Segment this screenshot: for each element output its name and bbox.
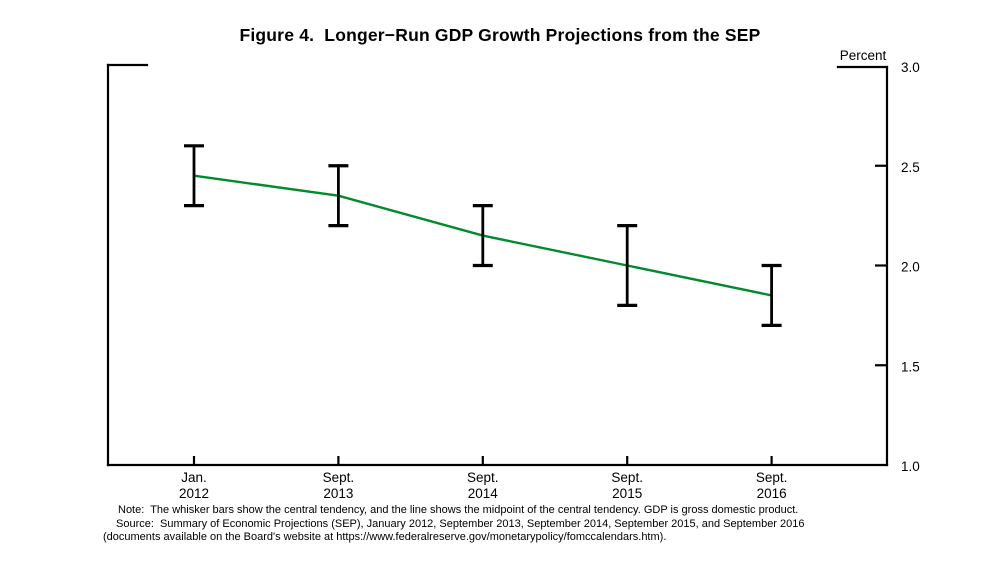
- y-axis-unit-label: Percent: [839, 48, 887, 63]
- y-tick-label: 2.5: [901, 160, 920, 175]
- y-tick-label: 1.0: [901, 459, 920, 474]
- x-tick-label-month: Jan.: [181, 470, 207, 485]
- note-text: Note: The whisker bars show the central …: [118, 504, 799, 516]
- x-tick-label-month: Sept.: [323, 470, 355, 485]
- x-tick-label-month: Sept.: [756, 470, 788, 485]
- x-axis-ticks: Jan.2012Sept.2013Sept.2014Sept.2015Sept.…: [179, 456, 787, 501]
- source-text-continued: (documents available on the Board's webs…: [103, 531, 667, 543]
- x-tick-label-month: Sept.: [467, 470, 499, 485]
- y-tick-label: 3.0: [901, 60, 920, 75]
- x-tick-label-month: Sept.: [611, 470, 643, 485]
- x-tick-label-year: 2014: [468, 486, 499, 501]
- source-text: Source: Summary of Economic Projections …: [116, 518, 805, 530]
- x-tick-label-year: 2015: [612, 486, 642, 501]
- chart-title: Figure 4. Longer−Run GDP Growth Projecti…: [239, 25, 761, 45]
- x-tick-label-year: 2012: [179, 486, 209, 501]
- y-tick-label: 1.5: [901, 359, 920, 374]
- y-tick-label: 2.0: [901, 260, 920, 275]
- x-tick-label-year: 2013: [323, 486, 353, 501]
- x-tick-label-year: 2016: [757, 486, 787, 501]
- whisker-bars: [184, 144, 782, 327]
- axis-frame: [106, 63, 889, 467]
- y-axis-ticks: 3.0 2.5 2.0 1.5 1.0: [875, 60, 920, 474]
